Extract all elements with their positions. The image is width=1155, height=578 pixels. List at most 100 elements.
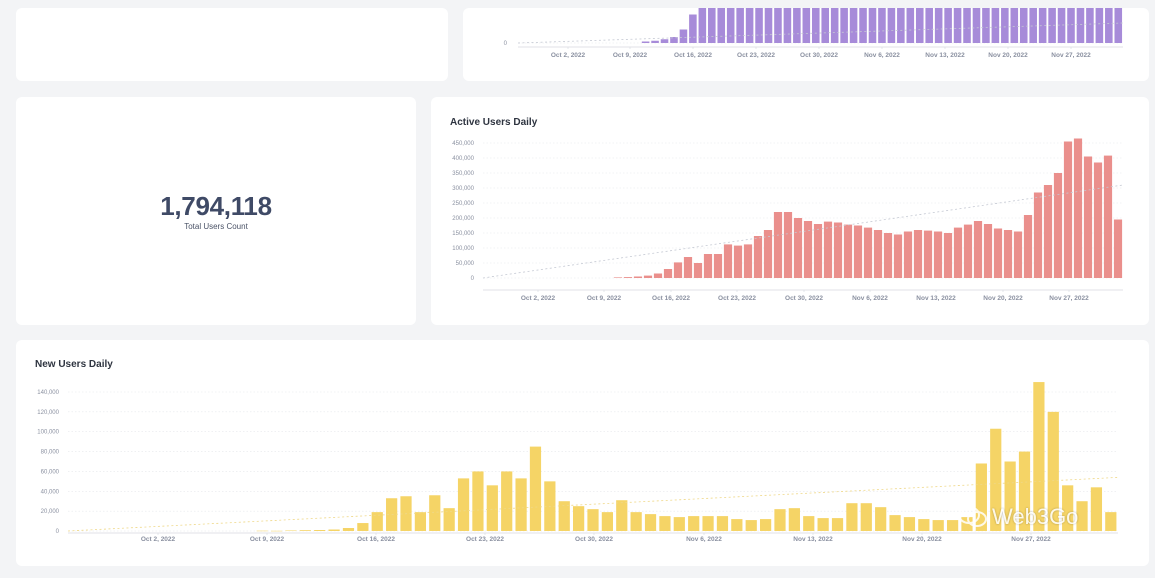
bar[interactable] bbox=[1023, 215, 1033, 278]
bar[interactable] bbox=[723, 244, 733, 278]
bar[interactable] bbox=[733, 245, 743, 278]
bar[interactable] bbox=[813, 224, 823, 278]
bar[interactable] bbox=[736, 8, 744, 43]
bar[interactable] bbox=[703, 254, 713, 278]
bar[interactable] bbox=[371, 512, 383, 531]
bar[interactable] bbox=[472, 471, 484, 531]
bar[interactable] bbox=[860, 503, 872, 531]
bar[interactable] bbox=[774, 8, 782, 43]
bar[interactable] bbox=[443, 508, 455, 531]
bar[interactable] bbox=[883, 233, 893, 278]
bar[interactable] bbox=[357, 523, 369, 531]
bar[interactable] bbox=[1003, 230, 1013, 278]
bar[interactable] bbox=[803, 221, 813, 278]
bar[interactable] bbox=[793, 218, 803, 278]
bar[interactable] bbox=[653, 273, 663, 279]
bar[interactable] bbox=[663, 269, 673, 278]
bar[interactable] bbox=[983, 224, 993, 278]
bar[interactable] bbox=[1113, 219, 1123, 279]
bar[interactable] bbox=[702, 516, 714, 531]
bar[interactable] bbox=[975, 463, 987, 531]
bar[interactable] bbox=[616, 500, 628, 531]
bar[interactable] bbox=[1090, 487, 1103, 531]
bar[interactable] bbox=[906, 8, 915, 43]
bar[interactable] bbox=[915, 8, 924, 43]
bar[interactable] bbox=[934, 8, 943, 43]
bar[interactable] bbox=[1053, 173, 1063, 278]
bar[interactable] bbox=[529, 446, 542, 531]
bar[interactable] bbox=[630, 512, 642, 531]
bar[interactable] bbox=[1018, 451, 1031, 531]
bar[interactable] bbox=[982, 8, 990, 43]
bar[interactable] bbox=[515, 478, 527, 531]
bar[interactable] bbox=[793, 8, 801, 43]
bar[interactable] bbox=[1029, 8, 1037, 43]
bar[interactable] bbox=[1086, 8, 1094, 43]
bar[interactable] bbox=[759, 519, 772, 531]
bar[interactable] bbox=[693, 263, 703, 278]
bar[interactable] bbox=[285, 530, 297, 532]
bar[interactable] bbox=[1095, 8, 1104, 43]
bar[interactable] bbox=[558, 501, 570, 531]
bar[interactable] bbox=[943, 233, 953, 278]
bar[interactable] bbox=[963, 224, 973, 278]
bar[interactable] bbox=[753, 236, 763, 278]
bar[interactable] bbox=[745, 8, 754, 43]
bar[interactable] bbox=[991, 8, 1000, 43]
bar[interactable] bbox=[673, 262, 683, 278]
bar[interactable] bbox=[833, 222, 843, 279]
bar[interactable] bbox=[1093, 162, 1103, 279]
bar[interactable] bbox=[299, 530, 311, 531]
bar[interactable] bbox=[1062, 485, 1074, 531]
bar[interactable] bbox=[1013, 231, 1023, 279]
bar[interactable] bbox=[716, 516, 729, 531]
bar[interactable] bbox=[660, 39, 669, 43]
bar[interactable] bbox=[717, 8, 726, 43]
bar[interactable] bbox=[342, 528, 355, 531]
bar[interactable] bbox=[1076, 501, 1088, 531]
bar[interactable] bbox=[644, 514, 657, 531]
bar[interactable] bbox=[887, 8, 896, 43]
bar[interactable] bbox=[1063, 141, 1073, 279]
bar[interactable] bbox=[314, 530, 326, 531]
bar[interactable] bbox=[1033, 382, 1045, 531]
bar[interactable] bbox=[587, 509, 599, 531]
bar[interactable] bbox=[573, 506, 585, 531]
bar[interactable] bbox=[764, 8, 773, 43]
bar[interactable] bbox=[831, 518, 844, 531]
bar[interactable] bbox=[993, 228, 1003, 279]
bar[interactable] bbox=[773, 212, 783, 278]
bar[interactable] bbox=[846, 503, 858, 531]
bar[interactable] bbox=[1010, 8, 1019, 43]
bar[interactable] bbox=[783, 8, 792, 43]
bar[interactable] bbox=[1105, 8, 1113, 43]
bar[interactable] bbox=[726, 8, 735, 43]
bar[interactable] bbox=[689, 14, 697, 44]
bar[interactable] bbox=[873, 230, 883, 278]
bar[interactable] bbox=[429, 495, 441, 531]
bar[interactable] bbox=[486, 485, 498, 531]
bar[interactable] bbox=[946, 520, 959, 531]
bar[interactable] bbox=[944, 8, 952, 43]
bar[interactable] bbox=[972, 8, 981, 43]
bar[interactable] bbox=[457, 478, 470, 531]
bar[interactable] bbox=[613, 277, 623, 278]
bar[interactable] bbox=[821, 8, 830, 43]
bar[interactable] bbox=[918, 519, 930, 531]
bar[interactable] bbox=[731, 519, 743, 531]
bar[interactable] bbox=[673, 517, 685, 531]
bar[interactable] bbox=[745, 520, 757, 531]
bar[interactable] bbox=[897, 8, 905, 43]
bar[interactable] bbox=[830, 8, 839, 43]
bar[interactable] bbox=[1033, 192, 1043, 279]
bar[interactable] bbox=[670, 37, 678, 43]
bar[interactable] bbox=[1047, 411, 1059, 531]
bar[interactable] bbox=[925, 8, 933, 43]
bar[interactable] bbox=[1019, 8, 1028, 43]
bar[interactable] bbox=[932, 520, 944, 531]
bar[interactable] bbox=[414, 512, 427, 531]
bar[interactable] bbox=[990, 428, 1002, 531]
bar[interactable] bbox=[817, 518, 829, 531]
bar[interactable] bbox=[811, 8, 820, 43]
bar[interactable] bbox=[823, 221, 833, 278]
